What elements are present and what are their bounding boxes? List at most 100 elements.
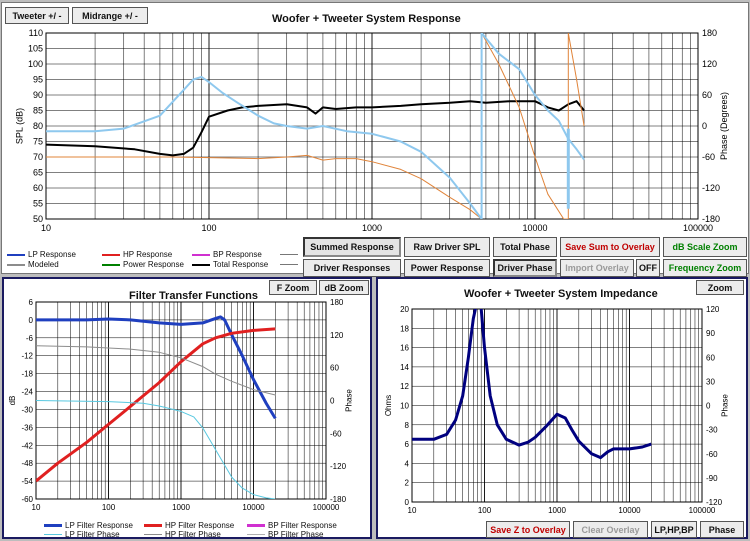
legend-hp-response: HP Response [102,250,172,259]
clear-overlay-button[interactable]: Clear Overlay [573,521,648,538]
series-hp-filter-phase [36,345,276,396]
x-tick-label: 10 [408,506,417,515]
impedance-zoom-button[interactable]: Zoom [696,280,744,295]
series-phase [46,33,585,219]
y-tick-label: 12 [400,382,409,391]
y2-axis-label: Phase [721,394,730,417]
system-response-title: Woofer + Tweeter System Response [272,13,461,25]
x-tick-label: 100 [201,223,216,233]
legend-label: HP Response [123,250,173,259]
y-tick-label: 95 [33,75,43,85]
series-impedance [412,309,652,460]
y-tick-label: 55 [33,199,43,209]
y2-tick-label: 60 [706,353,715,362]
import-overlay-button[interactable]: Import Overlay [560,259,634,277]
y2-tick-label: -30 [706,426,718,435]
overlay-off-button[interactable]: OFF [636,259,660,277]
total-phase-button[interactable]: Total Phase [493,237,557,257]
system-response-chart: 10 100 1000 10000 10000050556065707580859095… [15,28,729,233]
driver-phase-button[interactable]: Driver Phase [493,259,557,277]
x-tick-label: 10000 [618,506,641,515]
series-lp-filter-phase [36,400,276,499]
y2-tick-label: -180 [702,214,720,224]
legend-label: BP Filter Phase [268,530,324,539]
y-tick-label: 14 [400,363,409,372]
midrange-tab[interactable]: Midrange +/ - [72,7,148,24]
y-tick-label: -60 [21,495,33,504]
power-response-button[interactable]: Power Response [404,259,490,277]
y2-tick-label: -60 [706,450,718,459]
plot-frame [411,308,703,503]
x-tick-label: 10 [32,503,41,512]
y2-tick-label: 0 [330,397,335,406]
legend-swatch-hp-phase [144,534,162,536]
save-z-to-overlay-button[interactable]: Save Z to Overlay [486,521,570,538]
db-zoom-button[interactable]: dB Zoom [319,280,369,295]
x-tick-label: 100000 [683,223,713,233]
frequency-zoom-button[interactable]: Frequency Zoom [663,259,747,277]
legend-label: HP Filter Phase [165,530,221,539]
y-tick-label: -12 [21,352,33,361]
y-tick-label: 0 [29,316,34,325]
y2-tick-label: -180 [330,495,347,504]
y-tick-label: 110 [29,28,43,38]
y-tick-label: 85 [33,106,43,116]
lp-hp-bp-button[interactable]: LP,HP,BP [651,521,697,538]
y-tick-label: 4 [405,459,410,468]
y2-tick-label: -60 [330,429,342,438]
legend-bp-filter-phase: BP Filter Phase [247,530,323,539]
series-hp-filter-response [36,327,276,483]
y-tick-label: -18 [21,370,33,379]
legend-swatch-hp-filter [144,524,162,528]
driver-responses-button[interactable]: Driver Responses [303,259,401,277]
legend-label: BP Response [213,250,262,259]
raw-driver-spl-button[interactable]: Raw Driver SPL [404,237,490,257]
y2-tick-label: 180 [330,298,344,307]
y2-tick-label: 120 [330,331,344,340]
legend-label: HP Filter Response [165,521,235,530]
y-tick-label: 105 [28,44,43,54]
y-tick-label: 6 [29,298,34,307]
y-tick-label: -6 [26,334,34,343]
y2-tick-label: 180 [702,28,717,38]
y-axis-label: SPL (dB) [15,108,25,144]
legend-power-response: Power Response [102,260,184,269]
y2-tick-label: -120 [330,462,347,471]
db-scale-zoom-button[interactable]: dB Scale Zoom [663,237,747,257]
series-total-response [46,100,585,157]
legend-lp-filter-response: LP Filter Response [44,521,133,530]
legend-total-response: Total Response [192,260,268,269]
impedance-title: Woofer + Tweeter System Impedance [464,288,658,300]
y-tick-label: 65 [33,168,43,178]
legend-line [280,254,298,255]
summed-response-button[interactable]: Summed Response [303,237,401,257]
y2-tick-label: -120 [702,183,720,193]
impedance-phase-button[interactable]: Phase [700,521,744,538]
series-modeled [46,33,585,219]
y2-tick-label: 60 [702,90,712,100]
y-tick-label: -54 [21,477,33,486]
x-tick-label: 10000 [522,223,547,233]
y2-tick-label: 120 [706,305,720,314]
y2-tick-label: -90 [706,474,718,483]
plot-frame [45,32,699,220]
y2-tick-label: 0 [706,402,711,411]
legend-label: Total Response [213,260,269,269]
legend-swatch-power [102,263,120,266]
y-tick-label: -30 [21,405,33,414]
y-tick-label: 100 [28,59,43,69]
x-tick-label: 1000 [172,503,190,512]
legend-hp-filter-phase: HP Filter Phase [144,530,221,539]
x-tick-label: 10000 [242,503,265,512]
legend-swatch-lp [7,253,25,256]
legend-lp-response: LP Response [7,250,76,259]
save-sum-to-overlay-button[interactable]: Save Sum to Overlay [560,237,660,257]
filter-transfer-panel: Filter Transfer Functions F Zoom dB Zoom… [2,277,372,539]
f-zoom-button[interactable]: F Zoom [269,280,317,295]
x-tick-label: 1000 [362,223,382,233]
y-tick-label: 6 [405,440,410,449]
y-tick-label: -42 [21,441,33,450]
y-tick-label: 60 [33,183,43,193]
tweeter-tab[interactable]: Tweeter +/ - [5,7,69,24]
legend-swatch-modeled [7,263,25,266]
